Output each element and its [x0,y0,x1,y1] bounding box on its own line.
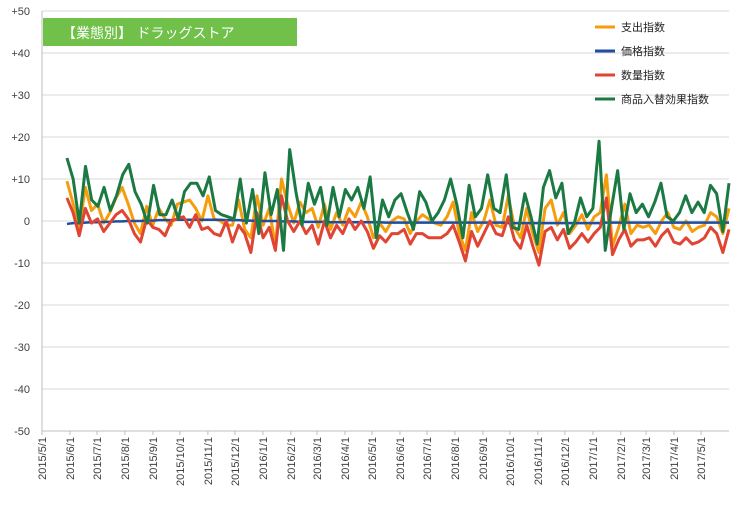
legend-label: 価格指数 [621,44,665,58]
x-tick-label: 2017/2/1 [616,437,628,480]
y-axis: +50 +40 +30 +20 +10 0 -10 -20 -30 -40 -50 [11,6,43,438]
chart-title-background [43,18,297,46]
legend-label: 数量指数 [621,68,665,82]
x-tick-label: 2016/8/1 [450,437,462,480]
x-tick-label: 2016/9/1 [478,437,490,480]
x-tick-label: 2016/6/1 [395,437,407,480]
x-tick-label: 2016/5/1 [367,437,379,480]
y-tick-label: -50 [14,426,30,438]
x-tick-label: 2016/7/1 [422,437,434,480]
x-tick-label: 2015/5/1 [37,437,49,480]
y-tick-label: +30 [11,90,30,102]
x-tick-label: 2016/11/1 [533,437,545,485]
x-tick-label: 2016/10/1 [505,437,517,486]
legend-label: 支出指数 [621,20,665,34]
x-tick-label: 2016/1/1 [258,437,270,480]
series-line-3 [65,139,731,252]
x-tick-label: 2017/3/1 [641,437,653,480]
y-tick-label: +50 [11,6,30,18]
x-tick-label: 2015/12/1 [230,437,242,486]
x-axis: 2015/5/1 2015/6/1 2015/7/1 2015/8/1 2015/9/1… [37,430,729,486]
x-tick-label: 2017/4/1 [669,437,681,480]
x-tick-label: 2015/11/1 [203,437,215,485]
y-tick-label: 0 [24,216,30,228]
y-tick-label: -40 [14,384,30,396]
y-tick-label: +40 [11,48,30,60]
legend-label: 商品入替効果指数 [621,92,709,106]
x-tick-label: 2015/10/1 [175,437,187,486]
y-tick-label: +10 [11,174,30,186]
x-tick-label: 2017/1/1 [588,437,600,480]
x-tick-label: 2015/8/1 [120,437,132,480]
chart-title-text: 【業態別】 ドラッグストア [62,26,234,42]
y-tick-label: +20 [11,132,30,144]
y-tick-label: -10 [14,258,30,270]
x-tick-label: 2016/2/1 [286,437,298,480]
x-tick-label: 2017/5/1 [696,437,708,480]
x-tick-label: 2016/3/1 [312,437,324,480]
series-line-0 [65,173,731,254]
x-tick-label: 2015/6/1 [65,437,77,480]
y-tick-label: -20 [14,300,30,312]
chart-title: 【業態別】 ドラッグストア [43,18,297,46]
x-tick-label: 2016/4/1 [340,437,352,480]
y-tick-label: -30 [14,342,30,354]
series-lines [65,139,731,267]
x-tick-label: 2015/7/1 [92,437,104,480]
x-tick-label: 2015/9/1 [148,437,160,480]
x-tick-label: 2016/12/1 [560,437,572,486]
